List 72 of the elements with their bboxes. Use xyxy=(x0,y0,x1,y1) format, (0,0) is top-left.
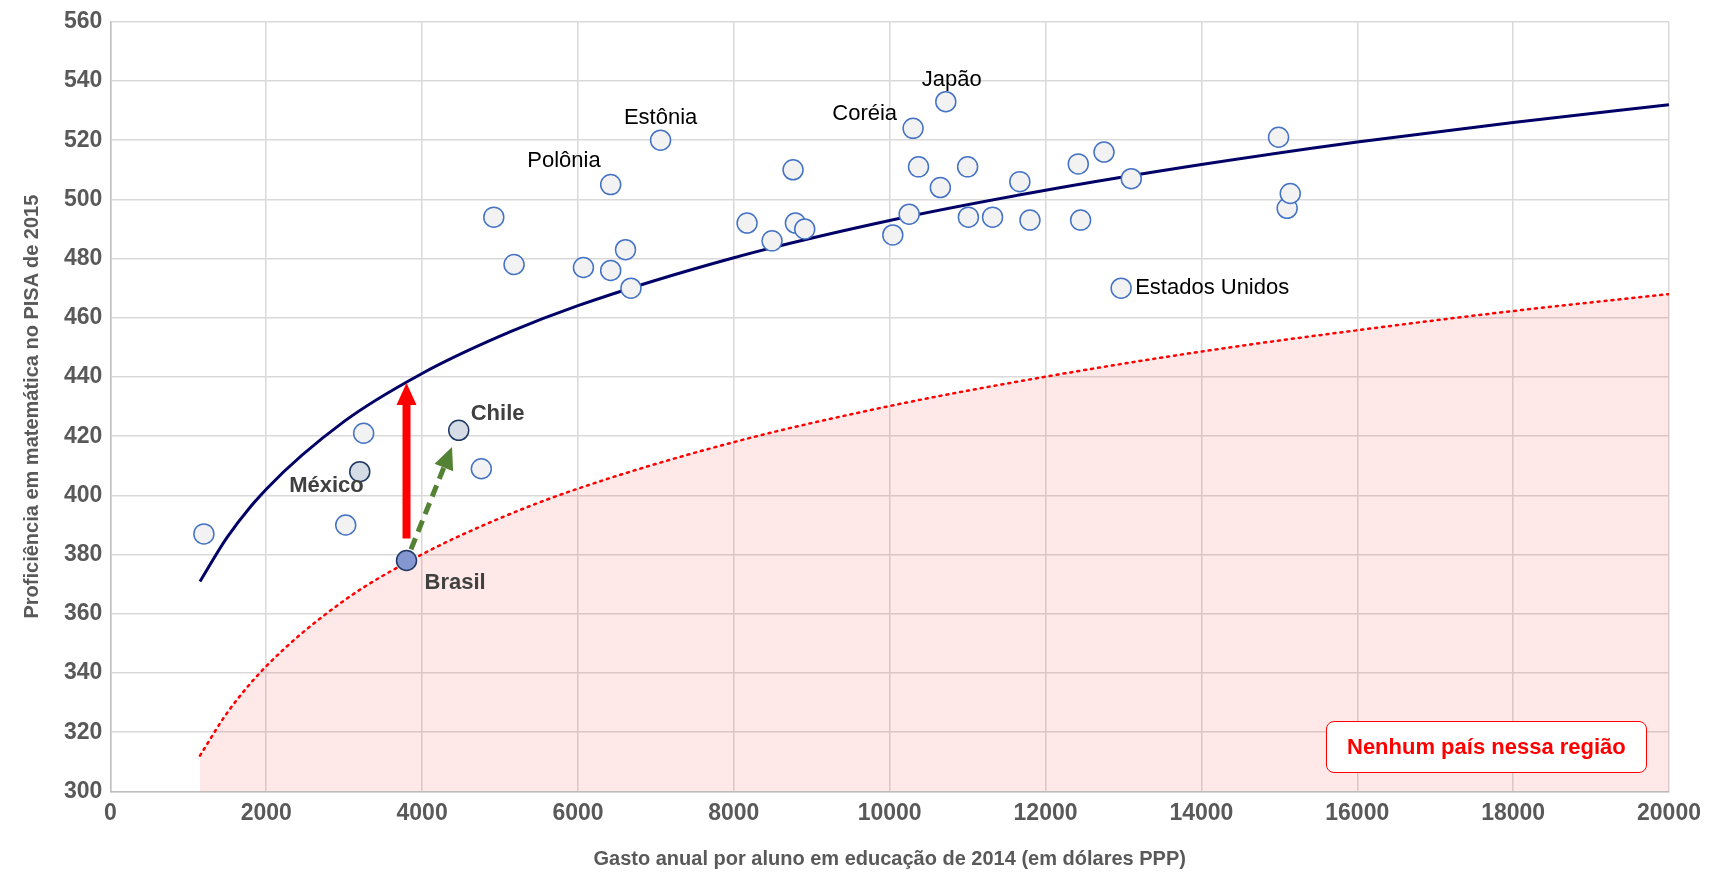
point xyxy=(957,206,980,228)
point xyxy=(599,173,622,196)
point xyxy=(935,90,957,113)
annotation: Polônia xyxy=(527,146,602,172)
point xyxy=(782,159,804,181)
annotation: México xyxy=(289,471,364,497)
point xyxy=(599,259,622,282)
point xyxy=(793,218,816,240)
point xyxy=(572,256,595,279)
y-tick-label: 320 xyxy=(64,717,103,744)
point xyxy=(620,277,642,299)
point xyxy=(1093,141,1115,163)
y-tick-label: 380 xyxy=(64,539,103,566)
point xyxy=(902,117,924,140)
y-tick-label: 440 xyxy=(64,362,103,389)
y-tick-label: 420 xyxy=(64,421,103,448)
x-tick-label: 8000 xyxy=(708,798,760,825)
annotation: Nenhum país nessa região xyxy=(1326,721,1647,774)
point xyxy=(352,422,375,444)
point xyxy=(193,523,215,545)
x-tick-label: 14000 xyxy=(1169,798,1234,825)
point xyxy=(483,206,505,228)
y-tick-label: 560 xyxy=(64,7,103,34)
y-tick-label: 540 xyxy=(64,66,103,93)
point xyxy=(1067,153,1090,175)
point xyxy=(503,253,525,276)
point xyxy=(736,212,758,234)
point xyxy=(614,238,637,261)
point xyxy=(1267,126,1290,148)
point xyxy=(470,458,493,480)
point xyxy=(956,156,979,178)
y-axis-title: Proficiência em matemática no PISA de 2015 xyxy=(19,194,42,619)
point xyxy=(1019,209,1041,231)
annotation: Estados Unidos xyxy=(1135,274,1290,300)
point xyxy=(447,419,470,442)
point xyxy=(761,230,783,252)
y-tick-label: 480 xyxy=(64,243,103,270)
annotation: Brasil xyxy=(424,568,486,594)
x-tick-label: 10000 xyxy=(857,798,922,825)
y-tick-label: 400 xyxy=(64,480,103,507)
x-tick-label: 2000 xyxy=(240,798,292,825)
point xyxy=(649,129,672,151)
x-tick-label: 20000 xyxy=(1637,798,1701,825)
point xyxy=(898,203,920,225)
point xyxy=(1120,167,1143,190)
annotation: Chile xyxy=(470,400,525,426)
annotation: Japão xyxy=(921,65,982,91)
x-tick-label: 12000 xyxy=(1013,798,1078,825)
point xyxy=(1009,170,1031,193)
point xyxy=(334,514,357,536)
y-tick-label: 500 xyxy=(64,184,103,211)
x-tick-label: 16000 xyxy=(1325,798,1390,825)
annotation: Coréia xyxy=(832,100,898,126)
x-axis-title: Gasto anual por aluno em educação de 2014 (em dólares PPP) xyxy=(593,846,1186,869)
point xyxy=(395,549,418,572)
x-tick-label: 4000 xyxy=(396,798,448,825)
x-tick-label: 0 xyxy=(103,798,117,825)
point xyxy=(1069,209,1092,231)
annotation: Estônia xyxy=(623,104,699,130)
point xyxy=(1110,277,1132,299)
point xyxy=(907,156,930,178)
point xyxy=(929,176,952,199)
x-tick-label: 18000 xyxy=(1481,798,1546,825)
point xyxy=(882,224,904,246)
y-tick-label: 340 xyxy=(64,658,103,685)
point xyxy=(981,206,1004,228)
y-tick-label: 520 xyxy=(64,125,103,152)
y-tick-label: 460 xyxy=(64,303,103,330)
x-tick-label: 6000 xyxy=(552,798,604,825)
y-tick-label: 300 xyxy=(64,776,103,803)
point xyxy=(1279,182,1301,205)
y-tick-label: 360 xyxy=(64,599,103,626)
